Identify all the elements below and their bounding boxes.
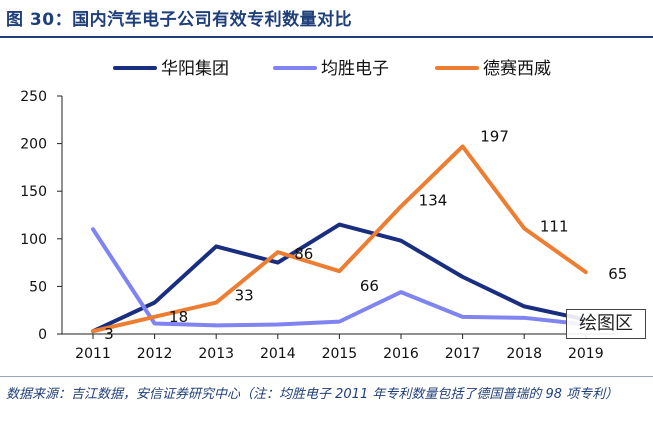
y-tick-label: 250: [20, 89, 47, 105]
x-tick-label: 2011: [75, 346, 111, 362]
chart-title: 图 30：国内汽车电子公司有效专利数量对比: [6, 10, 353, 30]
data-label: 66: [360, 277, 379, 295]
y-tick-label: 150: [20, 184, 47, 200]
x-tick-label: 2013: [198, 346, 234, 362]
y-tick-label: 100: [20, 232, 47, 248]
data-label: 134: [419, 191, 448, 209]
data-label: 197: [480, 127, 509, 145]
y-tick-label: 200: [20, 137, 47, 153]
data-label: 86: [294, 245, 313, 263]
data-label: 65: [608, 265, 627, 283]
series-line-1: [91, 222, 588, 334]
plot-area-tag: 绘图区: [566, 309, 646, 339]
data-label: 33: [235, 287, 254, 305]
title-divider: [0, 36, 653, 38]
legend-label: 均胜电子: [321, 59, 389, 79]
data-label: 18: [169, 308, 188, 326]
x-tick-label: 2017: [445, 346, 481, 362]
x-tick-label: 2016: [383, 346, 419, 362]
data-label: 3: [104, 325, 114, 343]
x-tick-label: 2012: [137, 346, 173, 362]
source-note: 数据来源：吉江数据，安信证券研究中心（注：均胜电子 2011 年专利数量包括了德…: [6, 387, 619, 402]
y-tick-label: 0: [38, 327, 47, 343]
legend-label: 德赛西威: [483, 58, 551, 79]
line-chart: 0 50 100 150 200 250 2011 2012 2013 2014 2015 2016 2…: [20, 58, 627, 362]
x-tick-label: 2018: [506, 346, 542, 362]
series-line-2: [91, 227, 588, 328]
series-line-3: [91, 144, 588, 334]
x-tick-label: 2014: [260, 346, 296, 362]
legend-label: 华阳集团: [161, 59, 229, 79]
x-tick-label: 2015: [322, 346, 358, 362]
source-divider: [0, 376, 653, 377]
data-label: 111: [540, 217, 569, 235]
y-tick-label: 50: [29, 279, 47, 295]
x-tick-label: 2019: [568, 346, 604, 362]
